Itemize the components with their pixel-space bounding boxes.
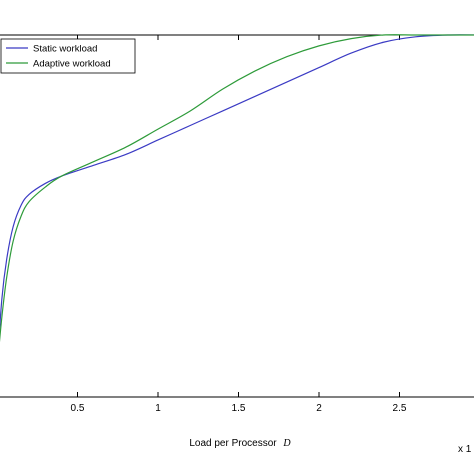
x-ticks: 0.5 1 1.5 2 2.5 — [71, 35, 407, 414]
x-multiplier-label: x 1 — [458, 444, 472, 455]
x-tick-label: 0.5 — [71, 403, 85, 414]
series-line-static-workload — [0, 34, 474, 332]
x-tick-label: 1.5 — [232, 403, 246, 414]
legend-label-static: Static workload — [33, 44, 97, 55]
series-line-adaptive-workload — [0, 34, 474, 343]
x-axis-label: Load per Processor D — [189, 438, 291, 449]
legend: Static workload Adaptive workload — [0, 38, 136, 74]
x-axis-label-text: Load per Processor — [189, 438, 277, 449]
x-tick-label: 1 — [155, 403, 161, 414]
x-tick-label: 2.5 — [393, 403, 407, 414]
series-group — [0, 34, 474, 343]
legend-box — [0, 38, 136, 74]
plot-area — [0, 34, 474, 398]
x-tick-label: 2 — [316, 403, 322, 414]
x-axis-label-symbol: D — [282, 438, 291, 449]
legend-label-adaptive: Adaptive workload — [33, 59, 111, 70]
